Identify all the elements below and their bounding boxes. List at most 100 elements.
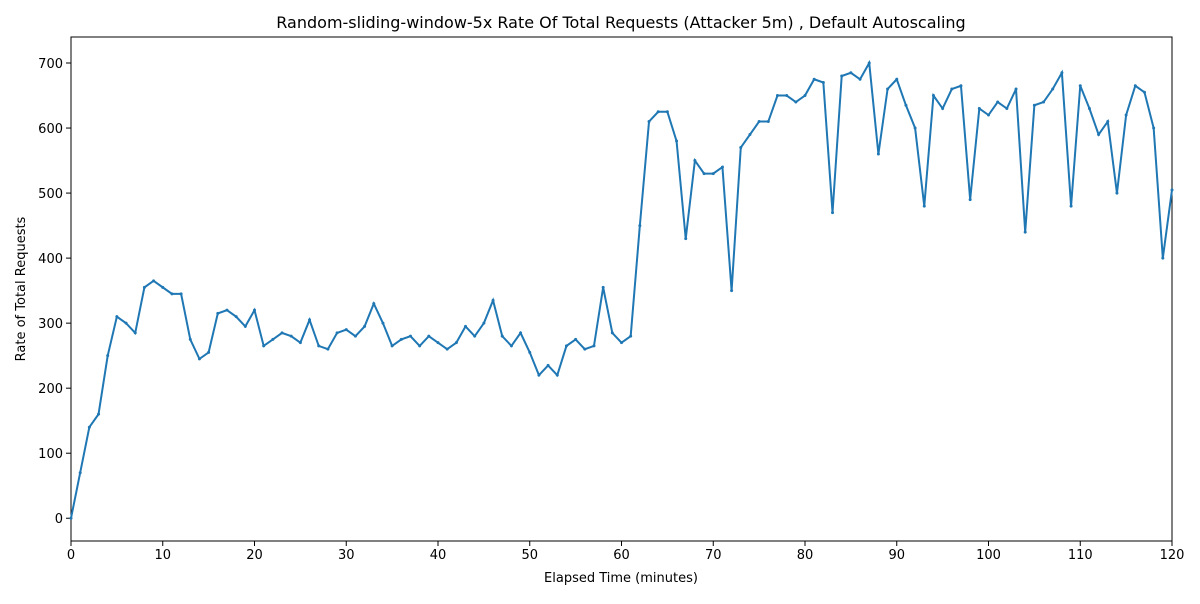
point-marker xyxy=(601,285,605,289)
point-marker xyxy=(491,298,495,302)
y-tick-label: 500 xyxy=(38,187,63,202)
point-marker xyxy=(473,334,477,338)
point-marker xyxy=(748,133,752,137)
point-marker xyxy=(399,337,403,341)
x-tick-label: 110 xyxy=(1068,548,1093,563)
point-marker xyxy=(1106,120,1110,124)
point-marker xyxy=(1078,84,1082,88)
point-marker xyxy=(858,77,862,81)
point-marker xyxy=(1051,87,1055,91)
point-marker xyxy=(464,324,468,328)
point-marker xyxy=(170,292,174,296)
point-marker xyxy=(133,331,137,335)
chart-title: Random-sliding-window-5x Rate Of Total R… xyxy=(276,13,965,32)
point-marker xyxy=(234,315,238,319)
point-marker xyxy=(574,337,578,341)
point-marker xyxy=(482,321,486,325)
point-marker xyxy=(289,334,293,338)
point-marker xyxy=(794,100,798,104)
point-marker xyxy=(372,302,376,306)
point-marker xyxy=(326,347,330,351)
x-tick-label: 70 xyxy=(705,548,722,563)
point-marker xyxy=(454,341,458,345)
point-marker xyxy=(1161,256,1165,260)
point-marker xyxy=(537,373,541,377)
y-tick-label: 400 xyxy=(38,252,63,267)
point-marker xyxy=(702,172,706,176)
point-marker xyxy=(427,334,431,338)
point-marker xyxy=(867,61,871,65)
point-marker xyxy=(647,120,651,124)
point-marker xyxy=(1097,133,1101,137)
point-marker xyxy=(959,84,963,88)
point-marker xyxy=(840,74,844,78)
point-marker xyxy=(1023,230,1027,234)
point-marker xyxy=(216,311,220,315)
y-tick-label: 600 xyxy=(38,122,63,137)
point-marker xyxy=(592,344,596,348)
point-marker xyxy=(739,146,743,150)
point-marker xyxy=(308,318,312,322)
x-tick-label: 90 xyxy=(888,548,905,563)
point-marker xyxy=(996,100,1000,104)
point-marker xyxy=(849,71,853,75)
x-tick-label: 0 xyxy=(67,548,75,563)
point-marker xyxy=(509,344,513,348)
x-tick-label: 80 xyxy=(797,548,814,563)
point-marker xyxy=(418,344,422,348)
x-tick-label: 50 xyxy=(521,548,538,563)
point-marker xyxy=(253,308,256,312)
point-marker xyxy=(583,347,587,351)
point-marker xyxy=(629,334,633,338)
point-marker xyxy=(197,357,201,361)
point-marker xyxy=(766,120,770,124)
point-marker xyxy=(1005,107,1009,111)
point-marker xyxy=(1115,191,1119,195)
point-marker xyxy=(684,237,688,241)
point-marker xyxy=(436,341,440,345)
series-line xyxy=(70,59,1173,519)
point-marker xyxy=(968,198,972,202)
point-marker xyxy=(344,328,348,332)
point-marker xyxy=(1069,204,1073,208)
point-marker xyxy=(1133,84,1137,88)
point-marker xyxy=(243,324,247,328)
x-axis-label: Elapsed Time (minutes) xyxy=(544,571,698,586)
y-tick-label: 700 xyxy=(38,57,63,72)
x-tick-label: 120 xyxy=(1160,548,1185,563)
point-marker xyxy=(1170,188,1174,192)
point-marker xyxy=(528,350,532,354)
point-marker xyxy=(656,110,660,114)
y-tick-label: 100 xyxy=(38,447,63,462)
point-marker xyxy=(1042,100,1046,104)
point-marker xyxy=(555,373,559,377)
point-marker xyxy=(225,308,229,312)
point-marker xyxy=(363,324,367,328)
point-marker xyxy=(886,87,890,91)
y-tick-label: 200 xyxy=(38,382,63,397)
point-marker xyxy=(675,139,679,143)
x-tick-label: 20 xyxy=(246,548,263,563)
point-marker xyxy=(106,354,110,358)
y-tick-label: 300 xyxy=(38,317,63,332)
point-marker xyxy=(381,321,385,325)
x-tick-label: 40 xyxy=(430,548,447,563)
point-marker xyxy=(179,292,183,296)
point-marker xyxy=(904,103,908,107)
point-marker xyxy=(317,344,321,348)
point-marker xyxy=(1142,90,1146,94)
point-marker xyxy=(950,87,954,91)
point-marker xyxy=(546,363,550,367)
point-marker xyxy=(564,344,568,348)
point-marker xyxy=(1087,107,1091,111)
point-marker xyxy=(720,165,724,169)
x-tick-label: 10 xyxy=(154,548,171,563)
point-marker xyxy=(500,334,504,338)
point-marker xyxy=(913,126,917,130)
point-marker xyxy=(693,159,697,163)
x-tick-label: 60 xyxy=(613,548,630,563)
point-marker xyxy=(876,152,880,156)
point-marker xyxy=(390,344,394,348)
point-marker xyxy=(775,94,779,98)
